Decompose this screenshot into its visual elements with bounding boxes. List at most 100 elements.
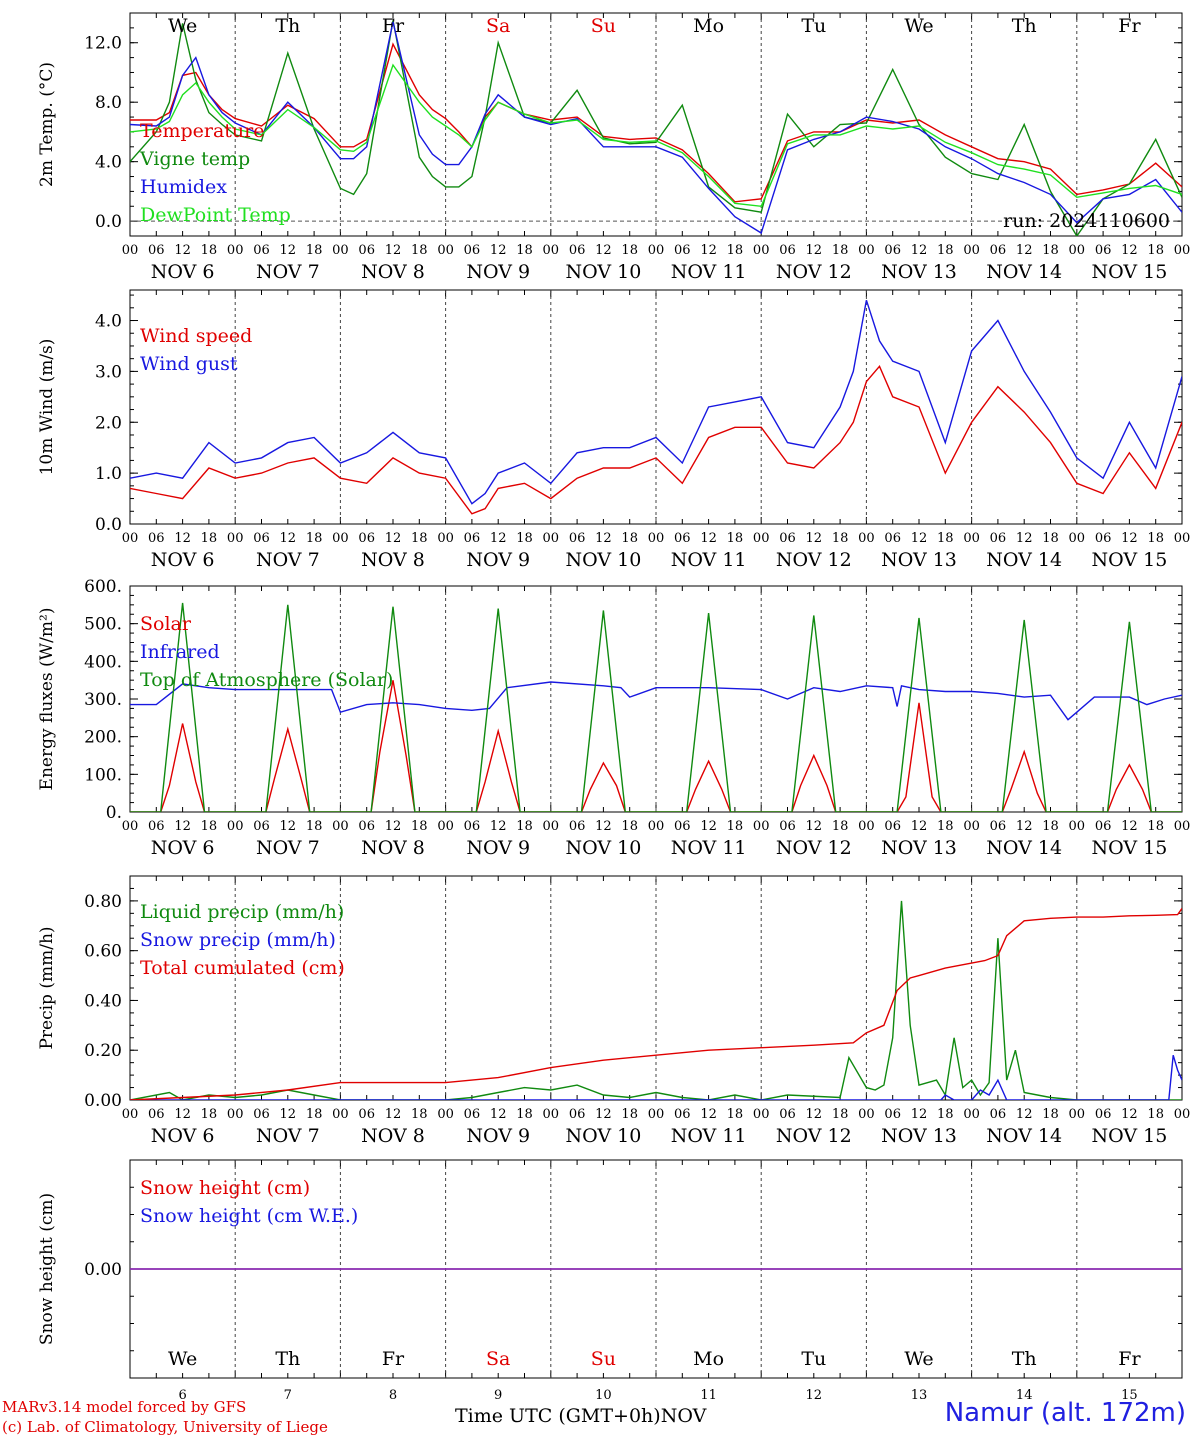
date-label: NOV 14	[986, 549, 1062, 571]
date-label: NOV 12	[776, 1125, 852, 1147]
hour-tick-label: 12	[174, 1107, 191, 1122]
day-number-label: 8	[389, 1388, 397, 1403]
hour-tick-label: 12	[490, 819, 507, 834]
hour-tick-label: 12	[280, 531, 297, 546]
hour-tick-label: 00	[1174, 819, 1191, 834]
legend-entry: Snow precip (mm/h)	[140, 929, 336, 951]
hour-tick-label: 12	[700, 819, 717, 834]
hour-tick-label: 06	[464, 819, 481, 834]
hour-tick-label: 06	[779, 1107, 796, 1122]
hour-tick-label: 12	[385, 531, 402, 546]
hour-tick-label: 18	[727, 243, 744, 258]
series-line-dewpoint-temp	[130, 63, 1182, 208]
hour-tick-label: 00	[332, 819, 349, 834]
hour-tick-label: 18	[411, 243, 428, 258]
hour-tick-label: 06	[358, 531, 375, 546]
y-tick-label: 0.0	[95, 515, 122, 535]
hour-tick-label: 06	[464, 1107, 481, 1122]
y-axis-label: 2m Temp. (°C)	[37, 62, 57, 187]
hour-tick-label: 00	[543, 243, 560, 258]
panel-precip: 0.00 0.20 0.40 0.60 0.80 Precip (mm/h) Liquid …	[37, 875, 1191, 1147]
y-tick-label: 0.	[106, 803, 122, 823]
hour-tick-label: 18	[621, 819, 638, 834]
hour-tick-label: 12	[595, 243, 612, 258]
y-tick-label: 400.	[84, 652, 122, 672]
hour-tick-label: 06	[674, 1107, 691, 1122]
hour-tick-label: 06	[358, 1107, 375, 1122]
hour-tick-label: 12	[490, 531, 507, 546]
series-line-wind-speed	[130, 364, 1182, 515]
date-label: NOV 15	[1091, 549, 1167, 571]
hour-tick-label: 18	[1147, 1107, 1164, 1122]
hour-tick-label: 06	[884, 1107, 901, 1122]
model-credit: MARv3.14 model forced by GFS	[2, 1398, 247, 1416]
x-axis-month: NOV	[660, 1405, 707, 1427]
legend-entry: Wind speed	[140, 325, 252, 347]
hour-tick-label: 00	[1174, 531, 1191, 546]
hour-tick-label: 12	[280, 243, 297, 258]
date-label: NOV 13	[881, 837, 957, 859]
day-number-label: 14	[1016, 1388, 1033, 1403]
hour-tick-label: 00	[437, 819, 454, 834]
hour-tick-label: 12	[911, 243, 928, 258]
date-label: NOV 7	[256, 261, 320, 283]
hour-tick-label: 18	[832, 531, 849, 546]
hour-tick-label: 18	[1042, 819, 1059, 834]
hour-tick-label: 00	[122, 243, 139, 258]
legend-entry: DewPoint Temp	[140, 204, 291, 226]
y-tick-label: 2.0	[95, 413, 122, 433]
date-label: NOV 15	[1091, 261, 1167, 283]
hour-tick-label: 18	[1042, 243, 1059, 258]
series-line-top-of-atmosphere-solar-	[130, 602, 1182, 812]
hour-tick-label: 00	[1174, 1107, 1191, 1122]
hour-tick-label: 18	[1147, 819, 1164, 834]
hour-tick-label: 12	[490, 1107, 507, 1122]
date-label: NOV 13	[881, 549, 957, 571]
date-label: NOV 11	[671, 549, 747, 571]
hour-tick-label: 18	[937, 1107, 954, 1122]
hour-tick-label: 00	[543, 531, 560, 546]
hour-tick-label: 18	[516, 1107, 533, 1122]
date-label: NOV 6	[151, 549, 215, 571]
hour-tick-label: 12	[595, 819, 612, 834]
x-axis-label: Time UTC (GMT+0h)NOV	[455, 1405, 706, 1427]
y-tick-label: 1.0	[95, 464, 122, 484]
hour-tick-label: 18	[937, 531, 954, 546]
hour-tick-label: 18	[516, 243, 533, 258]
hour-tick-label: 18	[937, 243, 954, 258]
hour-tick-label: 12	[280, 1107, 297, 1122]
series-line-total-cumulated-cm-	[130, 907, 1182, 1100]
weekday-label: Tu	[801, 1348, 826, 1370]
y-tick-label: 0.20	[84, 1041, 122, 1061]
hour-tick-label: 06	[148, 1107, 165, 1122]
hour-tick-label: 06	[253, 819, 270, 834]
hour-tick-label: 18	[411, 819, 428, 834]
y-tick-label: 0.0	[95, 212, 122, 232]
hour-tick-label: 18	[201, 1107, 218, 1122]
legend-entry: Snow height (cm W.E.)	[140, 1205, 358, 1227]
y-tick-label: 100.	[84, 765, 122, 785]
date-label: NOV 8	[361, 1125, 425, 1147]
hour-tick-label: 12	[1121, 531, 1138, 546]
hour-tick-label: 06	[1095, 531, 1112, 546]
hour-tick-label: 06	[990, 243, 1007, 258]
y-tick-label: 4.0	[95, 312, 122, 332]
hour-tick-label: 12	[385, 1107, 402, 1122]
hour-tick-label: 12	[806, 243, 823, 258]
date-label: NOV 9	[466, 1125, 530, 1147]
hour-tick-label: 12	[1121, 1107, 1138, 1122]
hour-tick-label: 18	[1147, 243, 1164, 258]
hour-tick-label: 00	[963, 1107, 980, 1122]
hour-tick-label: 06	[779, 819, 796, 834]
run-label: run: 2024110600	[1003, 210, 1170, 232]
hour-tick-label: 00	[437, 1107, 454, 1122]
hour-tick-label: 00	[963, 243, 980, 258]
y-tick-label: 300.	[84, 690, 122, 710]
hour-tick-label: 12	[385, 243, 402, 258]
hour-tick-label: 18	[621, 243, 638, 258]
date-label: NOV 11	[671, 1125, 747, 1147]
y-tick-label: 0.00	[84, 1091, 122, 1111]
weekday-label: Fr	[1118, 1348, 1141, 1370]
date-label: NOV 7	[256, 837, 320, 859]
hour-tick-label: 18	[1042, 531, 1059, 546]
